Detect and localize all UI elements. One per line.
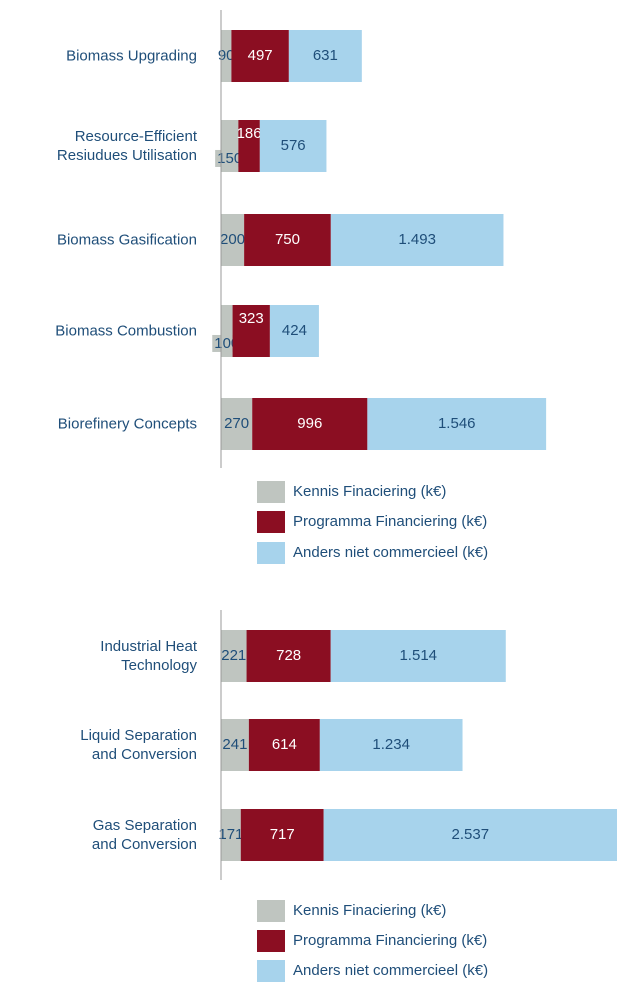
legend-swatch bbox=[257, 542, 285, 564]
value-label: 424 bbox=[282, 322, 307, 339]
bar-segment bbox=[330, 214, 504, 266]
value-label: 750 bbox=[275, 231, 300, 248]
category-label: Biorefinery Concepts bbox=[57, 415, 197, 433]
value-label: 1.234 bbox=[372, 736, 410, 753]
value-label: 1.493 bbox=[398, 231, 436, 248]
value-label: 996 bbox=[297, 415, 322, 432]
value-label: 150 bbox=[217, 150, 242, 167]
value-label: 497 bbox=[248, 47, 273, 64]
bar-segment bbox=[246, 630, 331, 682]
value-label: 614 bbox=[272, 736, 297, 753]
value-label: 728 bbox=[276, 647, 301, 664]
value-label: 171 bbox=[218, 826, 243, 843]
value-label: 2.537 bbox=[452, 826, 490, 843]
value-label: 186 bbox=[237, 125, 262, 142]
legend-label: Programma Financiering (k€) bbox=[293, 932, 487, 949]
bar-segment bbox=[232, 305, 270, 357]
category-label: Biomass Gasification bbox=[56, 231, 197, 249]
value-label: 717 bbox=[270, 826, 295, 843]
legend-swatch bbox=[257, 900, 285, 922]
bar-segment bbox=[231, 30, 289, 82]
bar-segment bbox=[238, 120, 260, 172]
legend-label: Kennis Finaciering (k€) bbox=[293, 483, 446, 500]
value-label: 241 bbox=[222, 736, 247, 753]
bar-segment bbox=[323, 809, 617, 861]
legend-label: Anders niet commercieel (k€) bbox=[293, 962, 488, 979]
bar-segment bbox=[330, 630, 506, 682]
legend-swatch bbox=[257, 481, 285, 503]
category-label: Resource-Efficient Resiudues Utilisation bbox=[56, 128, 197, 164]
bar-segment bbox=[221, 305, 233, 357]
legend-swatch bbox=[257, 511, 285, 533]
value-label: 270 bbox=[224, 415, 249, 432]
bar-segment bbox=[221, 30, 232, 82]
bar-segment bbox=[288, 30, 362, 82]
legend-swatch bbox=[257, 960, 285, 982]
bar-segment bbox=[221, 809, 241, 861]
legend-swatch bbox=[257, 930, 285, 952]
value-label: 576 bbox=[281, 137, 306, 154]
value-label: 221 bbox=[221, 647, 246, 664]
value-label: 1.514 bbox=[399, 647, 437, 664]
bar-segment bbox=[269, 305, 319, 357]
value-label: 1.546 bbox=[438, 415, 476, 432]
category-label: Biomass Upgrading bbox=[66, 47, 197, 65]
bar-segment bbox=[252, 398, 368, 450]
bar-segment bbox=[244, 214, 331, 266]
legend-label: Anders niet commercieel (k€) bbox=[293, 544, 488, 561]
category-label: Biomass Combustion bbox=[55, 322, 197, 340]
category-label: Industrial Heat Technology bbox=[100, 638, 197, 674]
bar-segment bbox=[240, 809, 324, 861]
bar-segment bbox=[221, 630, 247, 682]
category-label: Liquid Separation and Conversion bbox=[80, 727, 197, 763]
value-label: 200 bbox=[220, 231, 245, 248]
bar-segment bbox=[367, 398, 547, 450]
legend-label: Programma Financiering (k€) bbox=[293, 513, 487, 530]
bar-segment bbox=[221, 398, 253, 450]
label-bg bbox=[215, 149, 245, 167]
bar-segment bbox=[319, 719, 463, 771]
value-label: 90 bbox=[218, 47, 235, 64]
bar-segment bbox=[248, 719, 320, 771]
category-label: Gas Separation and Conversion bbox=[91, 817, 197, 853]
bar-segment bbox=[221, 214, 245, 266]
bar-segment bbox=[221, 719, 249, 771]
legend-label: Kennis Finaciering (k€) bbox=[293, 902, 446, 919]
bar-segment bbox=[259, 120, 327, 172]
value-label: 323 bbox=[239, 310, 264, 327]
value-label: 631 bbox=[313, 47, 338, 64]
